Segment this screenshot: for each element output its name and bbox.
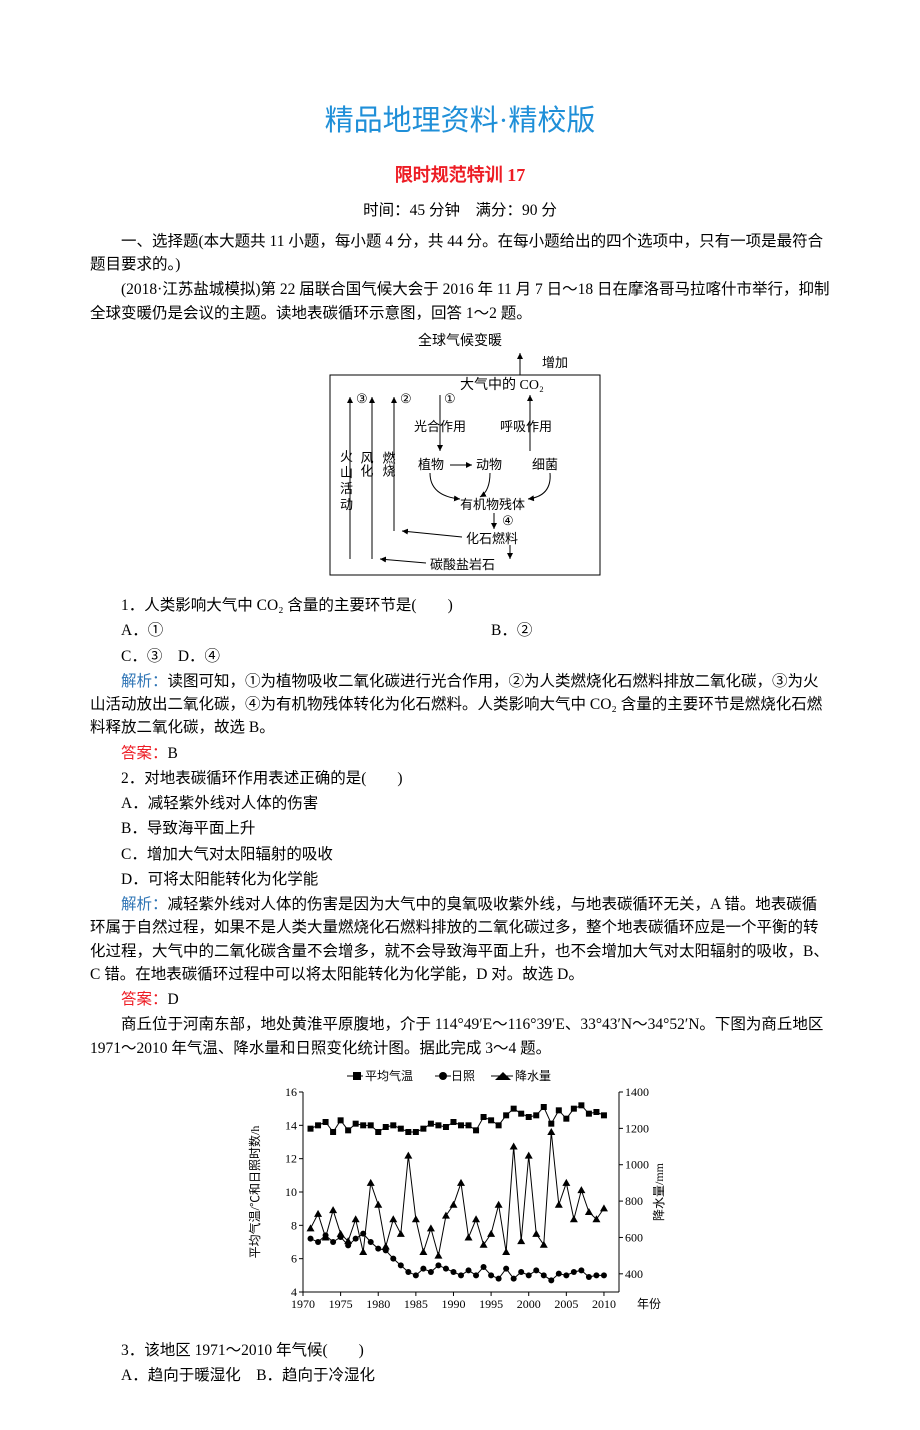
carbon-cycle-diagram: 全球气候变暖 增加 大气中的 CO₂ ③ ② ① 火 山 活	[90, 331, 830, 588]
document-page: 精品地理资料·精校版 限时规范特训 17 时间：45 分钟 满分：90 分 一、…	[0, 0, 920, 1430]
q2-answer-text: D	[168, 991, 179, 1008]
svg-text:1200: 1200	[625, 1121, 649, 1135]
context-1: (2018·江苏盐城模拟)第 22 届联合国气候大会于 2016 年 11 月 …	[90, 278, 830, 325]
label-bacteria: 细菌	[532, 457, 558, 472]
svg-text:平均气温: 平均气温	[365, 1068, 413, 1083]
label-n1: ①	[444, 391, 456, 406]
q2-stem: 2．对地表碳循环作用表述正确的是( )	[90, 767, 830, 790]
label-volcano-d: 动	[340, 497, 353, 512]
q1-answer-text: B	[168, 745, 178, 762]
answer-label: 答案：	[121, 745, 168, 762]
q1-analysis-text: 读图可知，①为植物吸收二氧化碳进行光合作用，②为人类燃烧化石燃料排放二氧化碳，③…	[90, 673, 822, 737]
label-top: 全球气候变暖	[418, 332, 502, 349]
svg-text:降水量/mm: 降水量/mm	[652, 1162, 666, 1221]
q2-analysis: 解析：减轻紫外线对人体的伤害是因为大气中的臭氧吸收紫外线，与地表碳循环无关，A …	[90, 893, 830, 986]
q1-optA: A．①	[90, 619, 460, 642]
svg-text:1975: 1975	[329, 1297, 353, 1311]
svg-text:1970: 1970	[291, 1297, 315, 1311]
q3-optAB: A．趋向于暖湿化 B．趋向于冷湿化	[90, 1364, 830, 1387]
q1-options-ab: A．① B．②	[90, 619, 830, 642]
q1-optCD: C．③ D．④	[90, 645, 830, 668]
label-animal: 动物	[476, 457, 502, 472]
main-title: 精品地理资料·精校版	[90, 100, 830, 144]
q2-optA: A．减轻紫外线对人体的伤害	[90, 792, 830, 815]
label-n3: ③	[356, 391, 368, 406]
svg-text:1980: 1980	[366, 1297, 390, 1311]
q2-analysis-text: 减轻紫外线对人体的伤害是因为大气中的臭氧吸收紫外线，与地表碳循环无关，A 错。地…	[90, 896, 829, 983]
time-full-line: 时间：45 分钟 满分：90 分	[90, 199, 830, 222]
label-burn: 燃烧	[381, 450, 396, 477]
q2-optD: D．可将太阳能转化为化学能	[90, 868, 830, 891]
svg-text:12: 12	[285, 1151, 297, 1165]
carbon-cycle-svg: 全球气候变暖 增加 大气中的 CO₂ ③ ② ① 火 山 活	[310, 331, 610, 581]
svg-text:2005: 2005	[554, 1297, 578, 1311]
svg-text:16: 16	[285, 1085, 297, 1099]
label-n2: ②	[400, 391, 412, 406]
context-2: 商丘位于河南东部，地处黄淮平原腹地，介于 114°49′E～116°39′E、3…	[90, 1013, 830, 1060]
q1-stem: 1．人类影响大气中 CO₂ 含量的主要环节是( )	[90, 594, 830, 617]
analysis-label: 解析：	[121, 896, 168, 913]
svg-text:1000: 1000	[625, 1157, 649, 1171]
svg-text:1985: 1985	[404, 1297, 428, 1311]
label-organic: 有机物残体	[460, 497, 525, 512]
svg-text:平均气温/℃和日照时数/h: 平均气温/℃和日照时数/h	[247, 1125, 262, 1258]
label-volcano-b: 山	[340, 465, 353, 480]
label-volcano-c: 活	[340, 481, 353, 496]
section-intro: 一、选择题(本大题共 11 小题，每小题 4 分，共 44 分。在每小题给出的四…	[90, 230, 830, 277]
label-inc: 增加	[542, 355, 568, 370]
svg-text:800: 800	[625, 1194, 643, 1208]
label-plant: 植物	[418, 457, 444, 472]
q3-optA: A．趋向于暖湿化	[121, 1367, 241, 1384]
q1-answer: 答案：B	[90, 742, 830, 765]
q2-optB: B．导致海平面上升	[90, 817, 830, 840]
label-resp: 呼吸作用	[500, 419, 552, 434]
svg-text:日照: 日照	[451, 1069, 475, 1083]
label-weather: 风化	[359, 451, 374, 478]
q1-analysis: 解析：读图可知，①为植物吸收二氧化碳进行光合作用，②为人类燃烧化石燃料排放二氧化…	[90, 670, 830, 740]
svg-text:2010: 2010	[592, 1297, 616, 1311]
svg-text:8: 8	[291, 1218, 297, 1232]
label-volcano-a: 火	[340, 449, 353, 464]
answer-label: 答案：	[121, 991, 168, 1008]
svg-text:1400: 1400	[625, 1085, 649, 1099]
svg-text:600: 600	[625, 1230, 643, 1244]
q3-optB: B．趋向于冷湿化	[256, 1367, 375, 1384]
q1-optB: B．②	[460, 619, 830, 642]
analysis-label: 解析：	[121, 673, 168, 690]
svg-text:14: 14	[285, 1118, 297, 1132]
svg-text:降水量: 降水量	[515, 1069, 551, 1083]
sub-title: 限时规范特训 17	[90, 162, 830, 189]
climate-chart-svg: 4681012141640060080010001200140019701975…	[245, 1066, 675, 1326]
label-fossil: 化石燃料	[466, 531, 518, 546]
q2-answer: 答案：D	[90, 988, 830, 1011]
svg-text:2000: 2000	[517, 1297, 541, 1311]
label-co2: 大气中的 CO₂	[460, 377, 544, 393]
svg-text:1995: 1995	[479, 1297, 503, 1311]
svg-text:400: 400	[625, 1267, 643, 1281]
svg-text:10: 10	[285, 1185, 297, 1199]
q3-stem: 3．该地区 1971～2010 年气候( )	[90, 1339, 830, 1362]
label-n4: ④	[502, 513, 514, 528]
svg-text:6: 6	[291, 1251, 297, 1265]
q2-optC: C．增加大气对太阳辐射的吸收	[90, 843, 830, 866]
climate-chart: 4681012141640060080010001200140019701975…	[90, 1066, 830, 1333]
svg-text:1990: 1990	[441, 1297, 465, 1311]
label-carbonate: 碳酸盐岩石	[430, 557, 495, 572]
label-photo: 光合作用	[414, 419, 466, 434]
svg-text:年份: 年份	[637, 1297, 661, 1311]
